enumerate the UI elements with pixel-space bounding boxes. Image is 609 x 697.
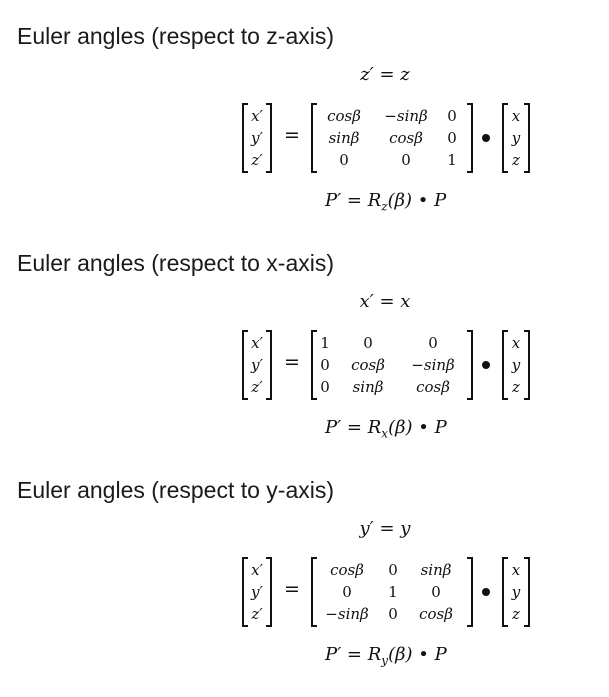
matrix-cell: cosβ: [389, 129, 423, 147]
matrix-cell: 0: [363, 334, 373, 352]
matrix-cell: 0: [388, 605, 398, 623]
vector-entry: z: [512, 151, 520, 169]
vector-entry: z: [512, 378, 520, 396]
rhs-vector: x y z: [502, 330, 530, 400]
rotation-matrix: 1 0 0 0 cosβ −sinβ 0 sinβ cosβ: [311, 330, 473, 400]
matrix-equation: x′ y′ z′ = 1 0 0 0 cosβ −sinβ 0 sinβ cos…: [0, 327, 609, 407]
vector-entry: y: [511, 129, 521, 147]
vector-entry: z: [512, 605, 520, 623]
lhs-vector: x′ y′ z′: [242, 557, 272, 627]
top-equation: z′ = z: [360, 64, 410, 85]
vector-entry: z′: [251, 151, 263, 169]
rotation-matrix: cosβ 0 sinβ 0 1 0 −sinβ 0 cosβ: [311, 557, 473, 627]
top-equation: x′ = x: [359, 291, 411, 312]
matrix-cell: 0: [431, 583, 441, 601]
matrix-cell: −sinβ: [411, 356, 455, 374]
equals-sign: =: [284, 124, 300, 146]
vector-entry: y: [511, 356, 521, 374]
vector-entry: y′: [251, 356, 263, 374]
matrix-equation: x′ y′ z′ = cosβ 0 sinβ 0 1 0 −sinβ 0 cos…: [0, 554, 609, 634]
section-heading: Euler angles (respect to z-axis): [17, 23, 335, 49]
matrix-cell: 0: [320, 378, 330, 396]
vector-entry: x′: [251, 561, 263, 579]
matrix-cell: cosβ: [419, 605, 453, 623]
lhs-vector: x′ y′ z′: [242, 103, 272, 173]
vector-entry: z′: [251, 378, 263, 396]
matrix-cell: 0: [401, 151, 411, 169]
matrix-cell: 1: [320, 334, 330, 352]
vector-entry: y′: [251, 129, 263, 147]
compact-formula: P′ = Rz(β) • P: [325, 190, 447, 214]
matrix-cell: cosβ: [327, 107, 361, 125]
rhs-vector: x y z: [502, 557, 530, 627]
dot-operator: [482, 134, 490, 142]
matrix-equation: x′ y′ z′ = cosβ −sinβ 0 sinβ cosβ 0 0 0 …: [0, 100, 609, 180]
matrix-cell: sinβ: [328, 129, 360, 147]
matrix-cell: 0: [447, 129, 457, 147]
matrix-cell: 0: [320, 356, 330, 374]
matrix-cell: 0: [388, 561, 398, 579]
matrix-cell: sinβ: [352, 378, 384, 396]
dot-operator: [482, 588, 490, 596]
section-heading: Euler angles (respect to y-axis): [17, 477, 335, 503]
rhs-vector: x y z: [502, 103, 530, 173]
matrix-cell: 1: [388, 583, 398, 601]
rotation-matrix: cosβ −sinβ 0 sinβ cosβ 0 0 0 1: [311, 103, 473, 173]
vector-entry: x′: [251, 107, 263, 125]
matrix-cell: 0: [342, 583, 352, 601]
matrix-cell: 1: [447, 151, 457, 169]
equals-sign: =: [284, 578, 300, 600]
vector-entry: x: [511, 561, 521, 579]
matrix-cell: cosβ: [351, 356, 385, 374]
matrix-cell: 0: [339, 151, 349, 169]
vector-entry: x: [511, 334, 521, 352]
matrix-cell: 0: [428, 334, 438, 352]
section-heading: Euler angles (respect to x-axis): [17, 250, 335, 276]
vector-entry: y: [511, 583, 521, 601]
matrix-cell: 0: [447, 107, 457, 125]
vector-entry: x: [511, 107, 521, 125]
lhs-vector: x′ y′ z′: [242, 330, 272, 400]
compact-formula: P′ = Rx(β) • P: [325, 417, 447, 441]
matrix-cell: cosβ: [416, 378, 450, 396]
dot-operator: [482, 361, 490, 369]
compact-formula: P′ = Ry(β) • P: [325, 644, 447, 668]
matrix-cell: −sinβ: [325, 605, 369, 623]
matrix-cell: cosβ: [330, 561, 364, 579]
matrix-cell: −sinβ: [384, 107, 428, 125]
vector-entry: z′: [251, 605, 263, 623]
top-equation: y′ = y: [359, 518, 411, 539]
equals-sign: =: [284, 351, 300, 373]
vector-entry: x′: [251, 334, 263, 352]
matrix-cell: sinβ: [420, 561, 452, 579]
vector-entry: y′: [251, 583, 263, 601]
